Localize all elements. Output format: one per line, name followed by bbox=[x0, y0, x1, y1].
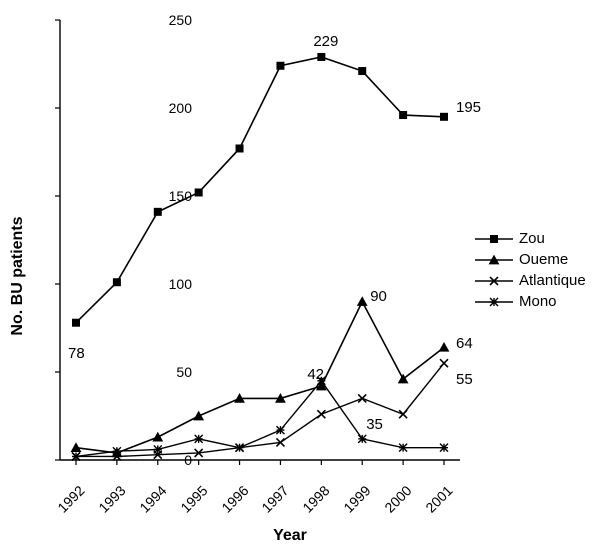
data-annotation: 90 bbox=[370, 288, 387, 305]
y-tick-label: 0 bbox=[184, 452, 192, 468]
data-annotation: 195 bbox=[456, 99, 481, 116]
x-tick-label: 1996 bbox=[212, 482, 252, 522]
legend: Zou Oueme Atlantique Mono bbox=[475, 230, 586, 314]
x-tick-label: 1999 bbox=[334, 482, 374, 522]
x-tick-label: 2000 bbox=[375, 482, 415, 522]
data-annotation: 78 bbox=[68, 345, 85, 362]
data-annotation: 42 bbox=[307, 366, 324, 383]
legend-item: Oueme bbox=[475, 251, 586, 268]
data-annotation: 35 bbox=[366, 416, 383, 433]
x-tick-label: 2001 bbox=[416, 482, 456, 522]
y-tick-label: 250 bbox=[169, 12, 192, 28]
x-tick-label: 1998 bbox=[293, 482, 333, 522]
data-annotation: 64 bbox=[456, 335, 473, 352]
legend-item: Mono bbox=[475, 293, 586, 310]
legend-label: Zou bbox=[519, 230, 545, 247]
x-tick-label: 1997 bbox=[252, 482, 292, 522]
plot-area bbox=[60, 20, 460, 460]
y-tick-label: 150 bbox=[169, 188, 192, 204]
y-axis-label: No. BU patients bbox=[9, 216, 27, 335]
legend-swatch bbox=[475, 231, 513, 247]
x-tick-label: 1995 bbox=[171, 482, 211, 522]
data-annotation: 55 bbox=[456, 371, 473, 388]
line-chart: No. BU patients 0 50 100 150 200 250 19921993… bbox=[0, 0, 600, 551]
legend-swatch bbox=[475, 294, 513, 310]
x-tick-label: 1993 bbox=[89, 482, 129, 522]
x-tick-label: 1994 bbox=[130, 482, 170, 522]
legend-label: Atlantique bbox=[519, 272, 586, 289]
legend-item: Atlantique bbox=[475, 272, 586, 289]
y-tick-label: 50 bbox=[176, 364, 192, 380]
data-annotation: 229 bbox=[313, 33, 338, 50]
y-tick-label: 100 bbox=[169, 276, 192, 292]
y-tick-label: 200 bbox=[169, 100, 192, 116]
legend-item: Zou bbox=[475, 230, 586, 247]
x-tick-label: 1992 bbox=[48, 482, 88, 522]
legend-label: Mono bbox=[519, 293, 557, 310]
legend-swatch bbox=[475, 273, 513, 289]
legend-label: Oueme bbox=[519, 251, 568, 268]
x-axis-label: Year bbox=[60, 527, 520, 545]
legend-swatch bbox=[475, 252, 513, 268]
series-svg bbox=[60, 20, 460, 460]
